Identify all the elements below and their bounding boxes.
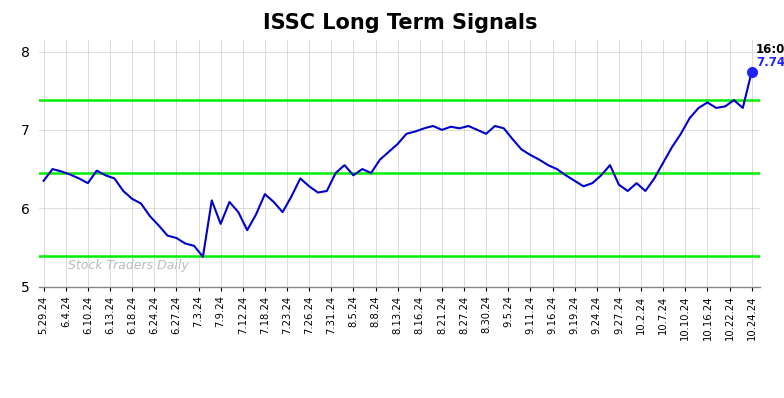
- Text: 7.74: 7.74: [756, 56, 784, 69]
- Text: Stock Traders Daily: Stock Traders Daily: [68, 259, 189, 272]
- Title: ISSC Long Term Signals: ISSC Long Term Signals: [263, 13, 537, 33]
- Text: 16:00: 16:00: [756, 43, 784, 57]
